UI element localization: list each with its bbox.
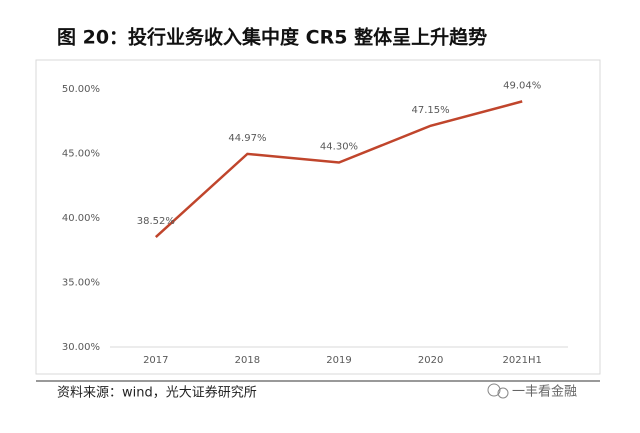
- chart-frame: [35, 59, 601, 375]
- data-label: 44.97%: [228, 133, 266, 144]
- data-label: 47.15%: [412, 105, 450, 116]
- x-tick-label: 2020: [418, 355, 443, 366]
- watermark: 一丰看金融: [512, 384, 577, 400]
- data-label: 49.04%: [503, 80, 541, 91]
- data-line: [154, 100, 523, 239]
- x-tick-label: 2018: [235, 355, 260, 366]
- y-tick-label: 35.00%: [62, 278, 100, 289]
- source-note: 资料来源：wind，光大证券研究所: [57, 385, 257, 401]
- data-label: 44.30%: [320, 142, 358, 153]
- y-tick-label: 40.00%: [62, 213, 100, 224]
- x-tick-label: 2019: [326, 355, 351, 366]
- y-tick-label: 30.00%: [62, 342, 100, 353]
- y-tick-label: 50.00%: [62, 84, 100, 95]
- data-label: 38.52%: [137, 216, 175, 227]
- y-tick-label: 45.00%: [62, 149, 100, 160]
- x-tick-label: 2021H1: [503, 355, 542, 366]
- x-tick-label: 2017: [143, 355, 168, 366]
- watermark-icon: [487, 383, 509, 399]
- chart-title: 图 20：投行业务收入集中度 CR5 整体呈上升趋势: [57, 26, 487, 49]
